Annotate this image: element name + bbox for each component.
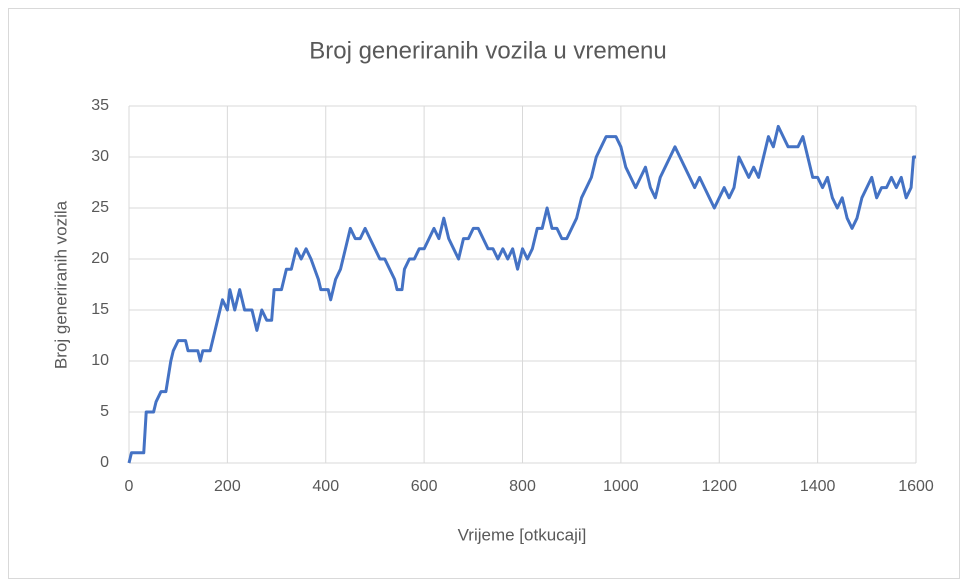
x-tick-label: 1000 bbox=[603, 478, 639, 495]
x-tick-label: 0 bbox=[125, 478, 134, 495]
y-tick-label: 20 bbox=[91, 250, 109, 267]
y-tick-label: 15 bbox=[91, 301, 109, 318]
y-tick-label: 30 bbox=[91, 148, 109, 165]
x-tick-label: 1400 bbox=[800, 478, 836, 495]
data-line bbox=[127, 124, 916, 464]
y-tick-label: 35 bbox=[91, 97, 109, 114]
y-axis-label: Broj generiranih vozila bbox=[51, 200, 70, 369]
x-axis-label: Vrijeme [otkucaji] bbox=[458, 525, 587, 544]
x-tick-label: 1600 bbox=[898, 478, 934, 495]
y-tick-label: 0 bbox=[100, 454, 109, 471]
y-tick-label: 10 bbox=[91, 352, 109, 369]
x-tick-label: 1200 bbox=[701, 478, 737, 495]
x-tick-label: 200 bbox=[214, 478, 241, 495]
x-tick-label: 800 bbox=[509, 478, 536, 495]
chart-frame bbox=[8, 8, 960, 579]
y-tick-label: 25 bbox=[91, 199, 109, 216]
x-tick-label: 400 bbox=[312, 478, 339, 495]
x-tick-label: 600 bbox=[411, 478, 438, 495]
y-tick-label: 5 bbox=[100, 403, 109, 420]
chart-title: Broj generiranih vozila u vremenu bbox=[309, 37, 667, 64]
